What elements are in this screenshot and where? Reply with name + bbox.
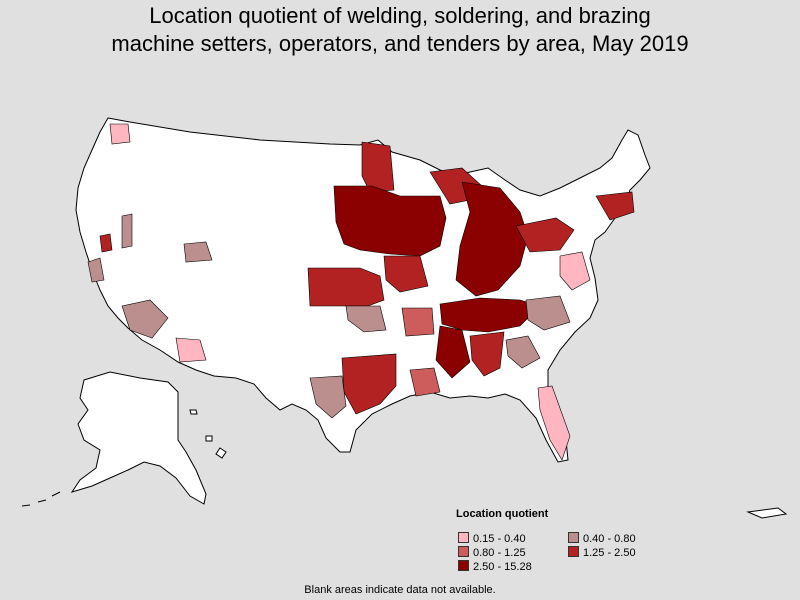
region-texas-central [309,375,347,419]
legend-item-3: 0.80 - 1.25 [458,546,526,559]
aleutian-islands [21,491,61,507]
region-tennessee [439,297,541,333]
region-louisiana [409,367,441,397]
quotient-regions [87,123,635,461]
region-washington [109,123,131,145]
legend-swatch-3 [458,546,469,557]
map-title-line2: machine setters, operators, and tenders … [111,31,689,56]
legend-title: Location quotient [456,508,549,520]
region-georgia [505,335,541,369]
hawaii-islands [189,409,227,459]
legend-label-5: 2.50 - 15.28 [473,561,532,573]
region-upper-midwest [333,185,447,257]
legend-item-1: 0.15 - 0.40 [458,532,526,545]
region-northeast [595,191,635,221]
alaska-outline [70,371,207,505]
region-colorado [183,241,213,263]
region-california-north [87,257,105,283]
legend-item-4: 1.25 - 2.50 [568,546,636,559]
region-missouri [383,255,429,293]
region-arkansas [401,307,435,337]
region-alabama-south [469,331,505,377]
region-carolinas [525,295,571,331]
legend-swatch-4 [568,546,579,557]
legend-swatch-2 [568,532,579,543]
region-oregon [99,233,113,253]
legend-item-2: 0.40 - 0.80 [568,532,636,545]
region-pennsylvania [515,217,575,253]
legend-item-5: 2.50 - 15.28 [458,560,532,573]
footnote: Blank areas indicate data not available. [304,584,496,596]
legend-label-2: 0.40 - 0.80 [583,533,636,545]
map-title-line1: Location quotient of welding, soldering,… [149,3,651,28]
region-virginia [559,251,591,291]
region-florida [537,385,571,461]
legend-label-1: 0.15 - 0.40 [473,533,526,545]
region-oklahoma [345,305,387,333]
map-title: Location quotient of welding, soldering,… [0,2,800,58]
legend-label-3: 0.80 - 1.25 [473,547,526,559]
legend-swatch-5 [458,560,469,571]
region-mississippi-alabama [435,325,471,379]
region-california-south [121,299,169,339]
legend-swatch-1 [458,532,469,543]
region-minnesota [361,141,395,193]
region-indiana-ohio [455,181,529,297]
region-idaho [121,213,133,249]
puerto-rico [746,507,788,519]
legend: Location quotient 0.15 - 0.40 0.40 - 0.8… [456,508,686,594]
region-arizona [175,337,207,363]
region-kansas [307,267,385,307]
legend-label-4: 1.25 - 2.50 [583,547,636,559]
